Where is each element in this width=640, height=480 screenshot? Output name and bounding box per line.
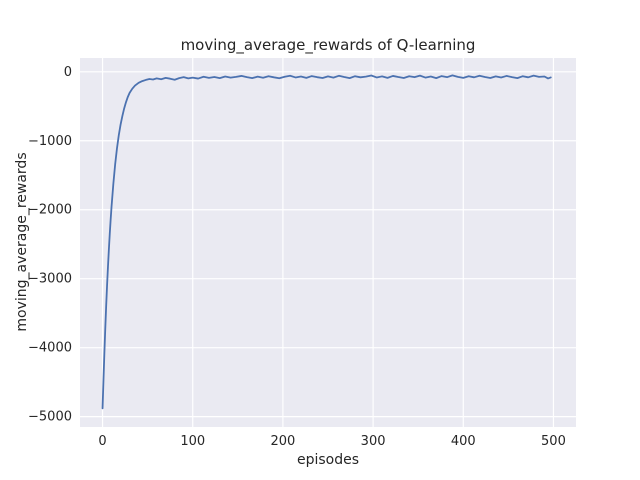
plot-area bbox=[80, 58, 576, 427]
x-tick-label: 500 bbox=[541, 434, 566, 449]
y-tick-label: −2000 bbox=[28, 203, 72, 218]
y-tick-label: −1000 bbox=[28, 134, 72, 149]
y-tick-label: −4000 bbox=[28, 341, 72, 356]
x-tick-label: 400 bbox=[451, 434, 476, 449]
x-tick-label: 0 bbox=[98, 434, 106, 449]
y-axis-label: moving_average_rewards bbox=[14, 152, 30, 332]
chart-title: moving_average_rewards of Q-learning bbox=[180, 36, 476, 54]
x-tick-label: 300 bbox=[361, 434, 386, 449]
y-tick-label: −3000 bbox=[28, 272, 72, 287]
y-tick-label: −5000 bbox=[28, 410, 72, 425]
y-tick-label: 0 bbox=[64, 65, 72, 80]
x-tick-label: 200 bbox=[270, 434, 295, 449]
reward-line-series bbox=[101, 74, 552, 410]
x-tick-label: 100 bbox=[180, 434, 205, 449]
x-axis-label: episodes bbox=[296, 452, 360, 468]
